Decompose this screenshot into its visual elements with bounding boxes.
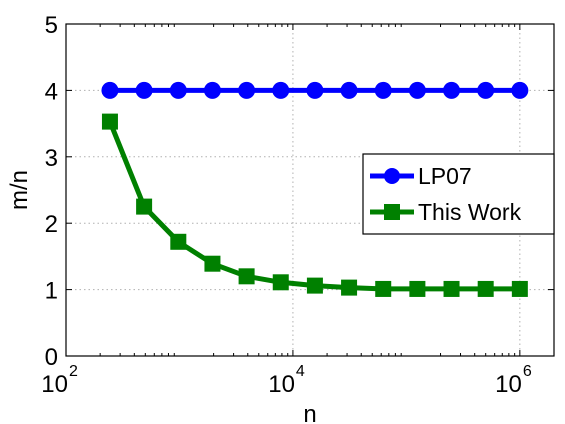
data-point-lp07 [135, 81, 153, 99]
data-point-lp07 [306, 81, 324, 99]
data-point-lp07 [477, 81, 495, 99]
data-point-this-work [341, 279, 358, 296]
data-point-lp07 [272, 81, 290, 99]
data-point-lp07 [238, 81, 256, 99]
x-tick-labels: 10 2 10 4 10 6 [41, 363, 532, 398]
data-point-lp07 [443, 81, 461, 99]
x-tick-label: 10 6 [495, 363, 532, 398]
y-tick-labels: 0 1 2 3 4 5 [45, 12, 58, 371]
x-tick-label-base: 10 [41, 371, 68, 398]
y-tick-label: 5 [45, 12, 58, 39]
data-point-lp07 [340, 81, 358, 99]
data-point-this-work [306, 277, 323, 294]
data-point-lp07 [169, 81, 187, 99]
y-tick-label: 2 [45, 211, 58, 238]
data-point-this-work [477, 280, 494, 297]
data-point-this-work [170, 233, 187, 250]
x-tick-label-exponent: 6 [523, 363, 532, 380]
x-tick-label-exponent: 2 [69, 363, 78, 380]
x-tick-label-base: 10 [495, 371, 522, 398]
data-point-this-work [238, 268, 255, 285]
legend-marker-this-work [384, 204, 400, 220]
y-tick-label: 4 [45, 78, 58, 105]
x-tick-label-exponent: 4 [296, 363, 305, 380]
y-tick-label: 1 [45, 278, 58, 305]
data-point-this-work [272, 274, 289, 291]
data-point-this-work [409, 280, 426, 297]
data-point-lp07 [511, 81, 529, 99]
data-point-this-work [101, 113, 118, 130]
legend-marker-lp07 [384, 168, 400, 184]
data-point-this-work [204, 255, 221, 272]
data-point-lp07 [374, 81, 392, 99]
data-point-lp07 [408, 81, 426, 99]
data-point-this-work [375, 280, 392, 297]
series-layer [101, 81, 529, 297]
x-tick-label: 10 4 [268, 363, 305, 398]
data-point-this-work [443, 280, 460, 297]
x-tick-label-base: 10 [268, 371, 295, 398]
data-point-this-work [136, 198, 153, 215]
legend-label-lp07: LP07 [418, 163, 472, 189]
x-tick-label: 10 2 [41, 363, 78, 398]
x-axis-title: n [303, 401, 316, 424]
data-point-lp07 [101, 81, 119, 99]
y-axis-title: m/n [6, 170, 33, 210]
legend-box [362, 153, 555, 235]
data-point-this-work [511, 280, 528, 297]
data-point-lp07 [203, 81, 221, 99]
legend-label-this-work: This Work [418, 199, 522, 225]
y-tick-label: 3 [45, 145, 58, 172]
legend: LP07 This Work [362, 153, 555, 235]
y-tick-label: 0 [45, 344, 58, 371]
